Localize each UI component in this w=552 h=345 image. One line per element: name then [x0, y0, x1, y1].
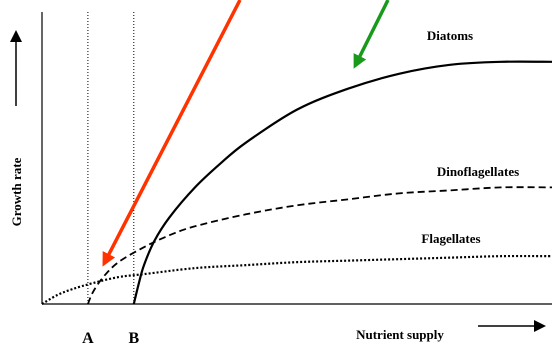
x-axis-label: Nutrient supply [356, 327, 444, 342]
series-labels: Diatoms Dinoflagellates Flagellates [421, 28, 519, 246]
series-line-diatoms [132, 60, 552, 305]
y-axis-label: Growth rate [9, 157, 24, 226]
series-label-diatoms: Diatoms [427, 28, 473, 43]
series-label-dinoflagellates: Dinoflagellates [437, 164, 519, 179]
series-line-flagellates [41, 254, 552, 305]
marker-label-b: B [128, 330, 139, 345]
series-line-dinoflagellates [87, 186, 552, 305]
red-annotation-arrow [102, 0, 242, 267]
series-label-flagellates: Flagellates [421, 231, 480, 246]
marker-label-a: A [82, 330, 94, 345]
green-annotation-arrow [353, 0, 390, 69]
series-group [41, 60, 552, 305]
